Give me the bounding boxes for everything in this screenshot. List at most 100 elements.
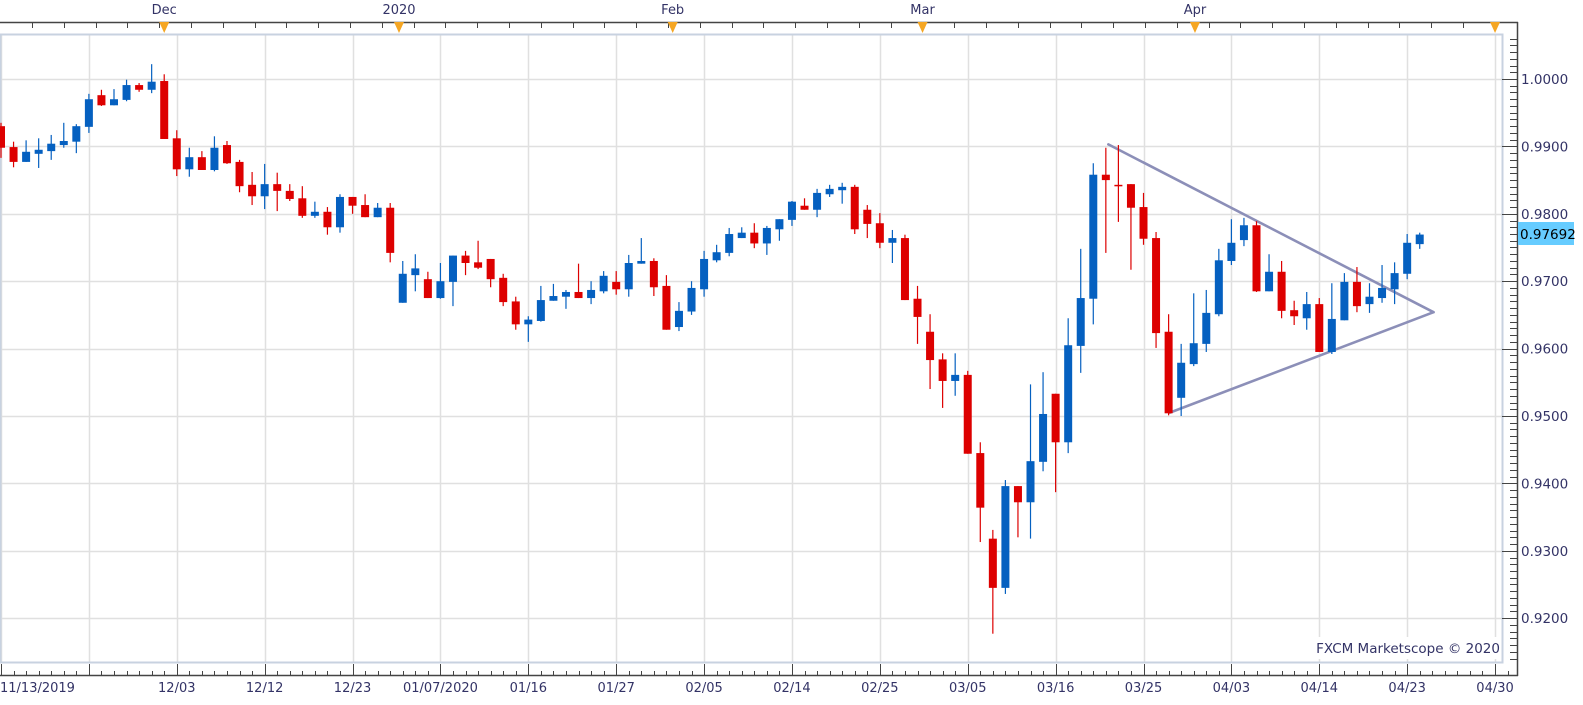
candle-body — [762, 227, 771, 244]
candle — [1390, 262, 1399, 305]
trendline[interactable] — [1107, 143, 1435, 314]
candle-body — [84, 99, 93, 127]
candle-body — [863, 209, 872, 224]
candle-body — [1139, 207, 1148, 239]
x-tick-label: 04/03 — [1213, 681, 1250, 696]
trendline[interactable] — [1168, 310, 1435, 414]
plot-border — [0, 33, 1504, 664]
candle-body — [1415, 234, 1424, 245]
candle — [549, 283, 558, 301]
candle — [147, 64, 156, 94]
triangle-pattern[interactable] — [1107, 143, 1435, 414]
candle — [0, 122, 5, 158]
y-tick-label: 0.9500 — [1521, 409, 1568, 425]
candle — [1089, 163, 1098, 325]
candle — [1214, 248, 1223, 317]
candle-body — [34, 149, 43, 154]
candle-body — [398, 273, 407, 303]
candle — [737, 227, 746, 239]
candle-body — [197, 157, 206, 170]
candle-body — [361, 205, 370, 218]
candle-body — [725, 234, 734, 253]
watermark: FXCM Marketscope © 2020 — [1316, 641, 1500, 657]
candle-body — [800, 205, 809, 210]
candle — [1265, 254, 1274, 292]
candle-body — [1214, 260, 1223, 315]
candle — [298, 186, 307, 218]
candle-body — [373, 207, 382, 218]
candle-body — [109, 99, 118, 106]
candle — [398, 260, 407, 303]
x-tick-label: 11/13/2019 — [0, 681, 75, 696]
candle — [499, 273, 508, 307]
candle — [34, 138, 43, 168]
candle-body — [662, 285, 671, 330]
y-tick-label: 1.0000 — [1521, 72, 1568, 88]
candle-body — [1340, 281, 1349, 321]
candle — [1189, 293, 1198, 367]
candle — [1315, 298, 1324, 352]
candle-body — [549, 296, 558, 301]
month-marker-icon — [667, 22, 678, 33]
candle-body — [411, 268, 420, 276]
candle-body — [335, 196, 344, 228]
candles — [0, 64, 1424, 634]
candle-body — [1239, 225, 1248, 241]
candle-body — [1315, 304, 1324, 352]
candle — [938, 353, 947, 408]
month-marker-icon — [393, 22, 404, 33]
candle-body — [1051, 393, 1060, 443]
candle-body — [499, 277, 508, 303]
month-axis: Dec 2020 Feb Mar Apr — [0, 3, 1518, 33]
candle-body — [1114, 184, 1123, 187]
candle — [1352, 267, 1361, 313]
candle-body — [1302, 304, 1311, 319]
candle-body — [1064, 345, 1073, 443]
candle — [172, 130, 181, 177]
x-tick-label: 02/25 — [861, 681, 898, 696]
candle — [775, 219, 784, 241]
candle — [574, 263, 583, 299]
candle — [1164, 314, 1173, 416]
month-marker-icon — [1189, 22, 1200, 33]
candle-body — [1089, 174, 1098, 299]
candle — [787, 200, 796, 226]
candle-body — [1013, 486, 1022, 503]
candle — [612, 271, 621, 295]
candle — [913, 285, 922, 344]
candle-body — [59, 141, 68, 146]
candle — [988, 529, 997, 634]
candle — [235, 159, 244, 193]
candle-body — [900, 238, 909, 301]
candle-body — [524, 319, 533, 325]
candle — [386, 203, 395, 263]
x-tick-label: 03/16 — [1037, 681, 1074, 696]
candle-body — [813, 192, 822, 210]
month-marker-icon — [1490, 22, 1501, 33]
candle-body — [875, 223, 884, 243]
x-tick-label: 01/16 — [510, 681, 547, 696]
candle — [674, 302, 683, 332]
candle-body — [1202, 312, 1211, 344]
month-label: Feb — [661, 3, 684, 18]
candle — [963, 370, 972, 454]
candle-body — [474, 262, 483, 268]
candle-body — [1390, 273, 1399, 290]
candle — [373, 203, 382, 218]
x-axis: 11/13/2019 12/03 12/12 12/23 01/07/2020 01/16… — [0, 664, 1518, 696]
month-label: Mar — [910, 3, 935, 18]
candle-body — [712, 252, 721, 261]
candle-body — [1001, 486, 1010, 588]
candle — [524, 316, 533, 342]
candle — [511, 296, 520, 330]
candle — [361, 194, 370, 218]
candle — [461, 250, 470, 276]
candle — [160, 74, 169, 139]
candle-body — [1026, 461, 1035, 503]
candle — [109, 89, 118, 106]
candle-body — [1189, 343, 1198, 365]
candle-body — [47, 143, 56, 152]
candle — [1302, 291, 1311, 330]
candle-body — [248, 184, 257, 197]
